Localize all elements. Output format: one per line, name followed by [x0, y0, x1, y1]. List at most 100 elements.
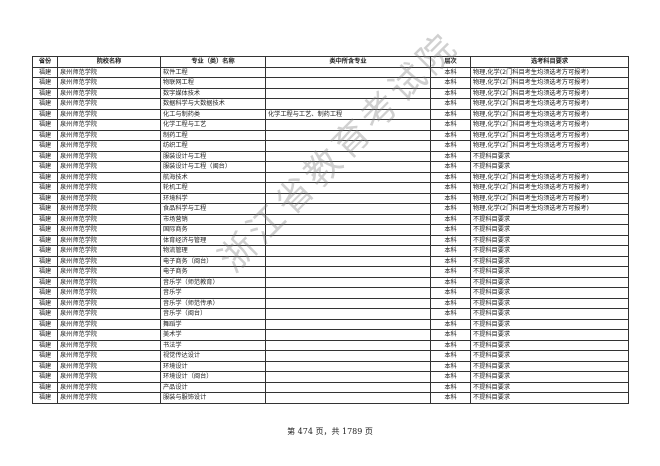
table-row: 福建 泉州师范学院 数据科学与大数据技术 本科 物理,化学(2门科目考生均须选考方可报考… — [32, 98, 629, 110]
table-cell: 福建 — [32, 360, 58, 372]
table-cell: 泉州师范学院 — [57, 308, 161, 320]
table-row: 福建 泉州师范学院 音乐学（师范教育） 本科 不提科目要求 — [32, 276, 629, 288]
table-row: 福建 泉州师范学院 体育经济与管理 本科 不提科目要求 — [32, 234, 629, 246]
table-cell: 福建 — [32, 171, 58, 183]
table-cell: 泉州师范学院 — [57, 255, 161, 267]
table-row: 福建 泉州师范学院 电子商务（闽台） 本科 不提科目要求 — [32, 255, 629, 267]
table-cell: 不提科目要求 — [470, 266, 629, 278]
table-cell: 泉州师范学院 — [57, 339, 161, 351]
table-cell: 服装设计与工程 — [160, 150, 266, 162]
table-cell: 泉州师范学院 — [57, 108, 161, 120]
table-cell: 福建 — [32, 371, 58, 383]
table-cell: 福建 — [32, 297, 58, 309]
table-row: 福建 泉州师范学院 航海技术 本科 物理,化学(2门科目考生均须选考方可报考) — [32, 171, 629, 183]
table-cell: 福建 — [32, 381, 58, 393]
table-row: 福建 泉州师范学院 音乐学（师范传承） 本科 不提科目要求 — [32, 297, 629, 309]
table-cell: 不提科目要求 — [470, 213, 629, 225]
requirements-table: 省份 院校名称 专业（类）名称 类中所含专业 层次 选考科目要求 福建 泉州师范学院 软件工程… — [32, 56, 629, 404]
table-row: 福建 泉州师范学院 化学工程与工艺 本科 物理,化学(2门科目考生均须选考方可报考) — [32, 119, 629, 131]
table-cell: 福建 — [32, 318, 58, 330]
table-cell: 本科 — [430, 329, 471, 341]
table-cell: 化工与制药类 — [160, 108, 266, 120]
table-cell: 福建 — [32, 129, 58, 141]
table-cell: 不提科目要求 — [470, 360, 629, 372]
table-cell: 本科 — [430, 108, 471, 120]
table-cell: 航海技术 — [160, 171, 266, 183]
table-cell: 数据科学与大数据技术 — [160, 98, 266, 110]
table-cell: 本科 — [430, 192, 471, 204]
table-cell: 泉州师范学院 — [57, 287, 161, 299]
table-cell: 不提科目要求 — [470, 350, 629, 362]
table-row: 福建 泉州师范学院 制药工程 本科 物理,化学(2门科目考生均须选考方可报考) — [32, 129, 629, 141]
table-cell: 制药工程 — [160, 129, 266, 141]
table-cell: 舞蹈学 — [160, 318, 266, 330]
table-cell: 泉州师范学院 — [57, 360, 161, 372]
table-cell: 本科 — [430, 350, 471, 362]
table-cell: 不提科目要求 — [470, 308, 629, 320]
column-header: 省份 — [32, 56, 58, 68]
table-cell — [265, 392, 431, 404]
table-row: 福建 泉州师范学院 轮机工程 本科 物理,化学(2门科目考生均须选考方可报考) — [32, 182, 629, 194]
table-cell: 不提科目要求 — [470, 255, 629, 267]
table-cell: 书法学 — [160, 339, 266, 351]
table-cell: 视觉传达设计 — [160, 350, 266, 362]
table-row: 福建 泉州师范学院 纺织工程 本科 物理,化学(2门科目考生均须选考方可报考) — [32, 140, 629, 152]
table-cell: 物理,化学(2门科目考生均须选考方可报考) — [470, 119, 629, 131]
table-cell: 美术学 — [160, 329, 266, 341]
table-cell: 本科 — [430, 287, 471, 299]
table-cell: 福建 — [32, 192, 58, 204]
table-cell: 不提科目要求 — [470, 150, 629, 162]
table-cell: 物理,化学(2门科目考生均须选考方可报考) — [470, 140, 629, 152]
table-cell: 不提科目要求 — [470, 234, 629, 246]
table-cell: 福建 — [32, 255, 58, 267]
table-cell: 本科 — [430, 140, 471, 152]
table-cell: 本科 — [430, 203, 471, 215]
table-cell: 泉州师范学院 — [57, 203, 161, 215]
table-cell: 泉州师范学院 — [57, 213, 161, 225]
table-cell: 泉州师范学院 — [57, 350, 161, 362]
table-cell: 福建 — [32, 77, 58, 89]
column-header: 院校名称 — [57, 56, 161, 68]
table-row: 福建 泉州师范学院 环境设计（闽台） 本科 不提科目要求 — [32, 371, 629, 383]
table-cell — [265, 266, 431, 278]
table-cell: 本科 — [430, 318, 471, 330]
table-cell: 泉州师范学院 — [57, 297, 161, 309]
table-cell: 福建 — [32, 213, 58, 225]
column-header: 专业（类）名称 — [160, 56, 266, 68]
table-cell: 纺织工程 — [160, 140, 266, 152]
table-cell: 福建 — [32, 87, 58, 99]
table-cell: 不提科目要求 — [470, 161, 629, 173]
table-cell: 泉州师范学院 — [57, 182, 161, 194]
table-cell: 泉州师范学院 — [57, 66, 161, 78]
table-row: 福建 泉州师范学院 环境科学 本科 物理,化学(2门科目考生均须选考方可报考) — [32, 192, 629, 204]
table-cell: 本科 — [430, 129, 471, 141]
table-cell: 产品设计 — [160, 381, 266, 393]
table-cell: 泉州师范学院 — [57, 192, 161, 204]
table-cell: 不提科目要求 — [470, 392, 629, 404]
table-cell: 福建 — [32, 329, 58, 341]
table-cell: 福建 — [32, 234, 58, 246]
table-cell: 本科 — [430, 213, 471, 225]
table-row: 福建 泉州师范学院 服装设计与工程（闽台） 本科 不提科目要求 — [32, 161, 629, 173]
table-cell: 数字媒体技术 — [160, 87, 266, 99]
table-cell: 福建 — [32, 287, 58, 299]
table-cell: 轮机工程 — [160, 182, 266, 194]
table-cell: 环境设计（闽台） — [160, 371, 266, 383]
table-cell: 福建 — [32, 108, 58, 120]
table-cell: 服装与服饰设计 — [160, 392, 266, 404]
table-cell: 泉州师范学院 — [57, 119, 161, 131]
table-row: 福建 泉州师范学院 服装与服饰设计 本科 不提科目要求 — [32, 392, 629, 404]
table-cell: 物理,化学(2门科目考生均须选考方可报考) — [470, 98, 629, 110]
table-cell: 物理,化学(2门科目考生均须选考方可报考) — [470, 77, 629, 89]
table-cell: 泉州师范学院 — [57, 392, 161, 404]
table-cell: 本科 — [430, 119, 471, 131]
table-row: 福建 泉州师范学院 电子商务 本科 不提科目要求 — [32, 266, 629, 278]
table-cell: 福建 — [32, 119, 58, 131]
table-row: 福建 泉州师范学院 食品科学与工程 本科 物理,化学(2门科目考生均须选考方可报考) — [32, 203, 629, 215]
table-cell: 泉州师范学院 — [57, 245, 161, 257]
table-row: 福建 泉州师范学院 物流管理 本科 不提科目要求 — [32, 245, 629, 257]
table-cell: 泉州师范学院 — [57, 266, 161, 278]
table-cell — [265, 371, 431, 383]
table-cell: 音乐学（师范传承） — [160, 297, 266, 309]
table-cell: 福建 — [32, 98, 58, 110]
